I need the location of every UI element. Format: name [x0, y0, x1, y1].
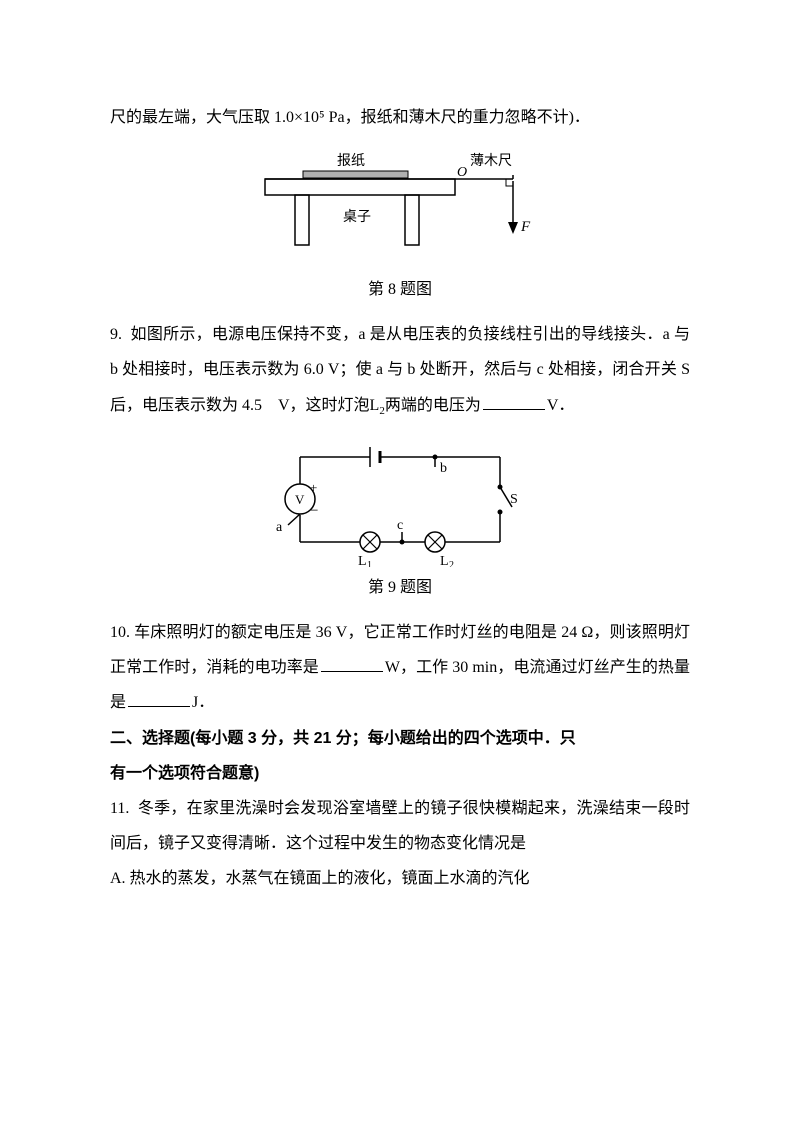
- q9-blank: [483, 393, 545, 410]
- q9-text: 9. 如图所示，电源电压保持不变，a 是从电压表的负接线柱引出的导线接头．a 与…: [110, 317, 690, 423]
- label-paper: 报纸: [337, 153, 365, 169]
- q8-caption: 第 8 题图: [110, 275, 690, 299]
- q8-figure: O F 报纸 薄木尺 桌子: [110, 149, 690, 269]
- q11-body: 冬季，在家里洗澡时会发现浴室墙壁上的镜子很快模糊起来，洗澡结束一段时间后，镜子又…: [110, 800, 690, 852]
- q9-num: 9.: [110, 326, 122, 343]
- q8-tail: 尺的最左端，大气压取 1.0×10⁵ Pa，报纸和薄木尺的重力忽略不计)．: [110, 100, 690, 135]
- q9-figure: S V + − a: [110, 437, 690, 567]
- label-L2: L: [440, 554, 449, 567]
- label-ruler: 薄木尺: [470, 153, 512, 169]
- label-c: c: [397, 518, 403, 533]
- label-S: S: [510, 492, 518, 507]
- q9-body-c: V．: [547, 397, 575, 414]
- label-L1: L: [358, 554, 367, 567]
- q10-blank1: [321, 655, 383, 672]
- q9-body-b: 两端的电压为: [385, 397, 481, 414]
- label-plus: +: [310, 480, 317, 495]
- q10-text: 10. 车床照明灯的额定电压是 36 V，它正常工作时灯丝的电阻是 24 Ω，则…: [110, 615, 690, 721]
- section2-heading-l2: 有一个选项符合题意): [110, 756, 690, 791]
- label-b: b: [440, 461, 447, 476]
- label-F: F: [520, 219, 531, 235]
- svg-text:1: 1: [367, 560, 372, 567]
- label-O: O: [457, 165, 467, 180]
- q11-text: 11. 冬季，在家里洗澡时会发现浴室墙壁上的镜子很快模糊起来，洗澡结束一段时间后…: [110, 791, 690, 861]
- q10-num: 10.: [110, 624, 130, 641]
- q10-c: J．: [192, 694, 214, 711]
- q9-caption: 第 9 题图: [110, 573, 690, 597]
- svg-text:2: 2: [449, 560, 454, 567]
- q11-num: 11.: [110, 800, 129, 817]
- label-V: V: [295, 492, 305, 507]
- q11-optA: A. 热水的蒸发，水蒸气在镜面上的液化，镜面上水滴的汽化: [110, 861, 690, 896]
- label-desk: 桌子: [343, 209, 371, 225]
- label-minus: −: [310, 503, 318, 519]
- q10-blank2: [128, 690, 190, 707]
- section2-heading-l1: 二、选择题(每小题 3 分，共 21 分；每小题给出的四个选项中．只: [110, 721, 690, 756]
- label-a: a: [276, 520, 283, 535]
